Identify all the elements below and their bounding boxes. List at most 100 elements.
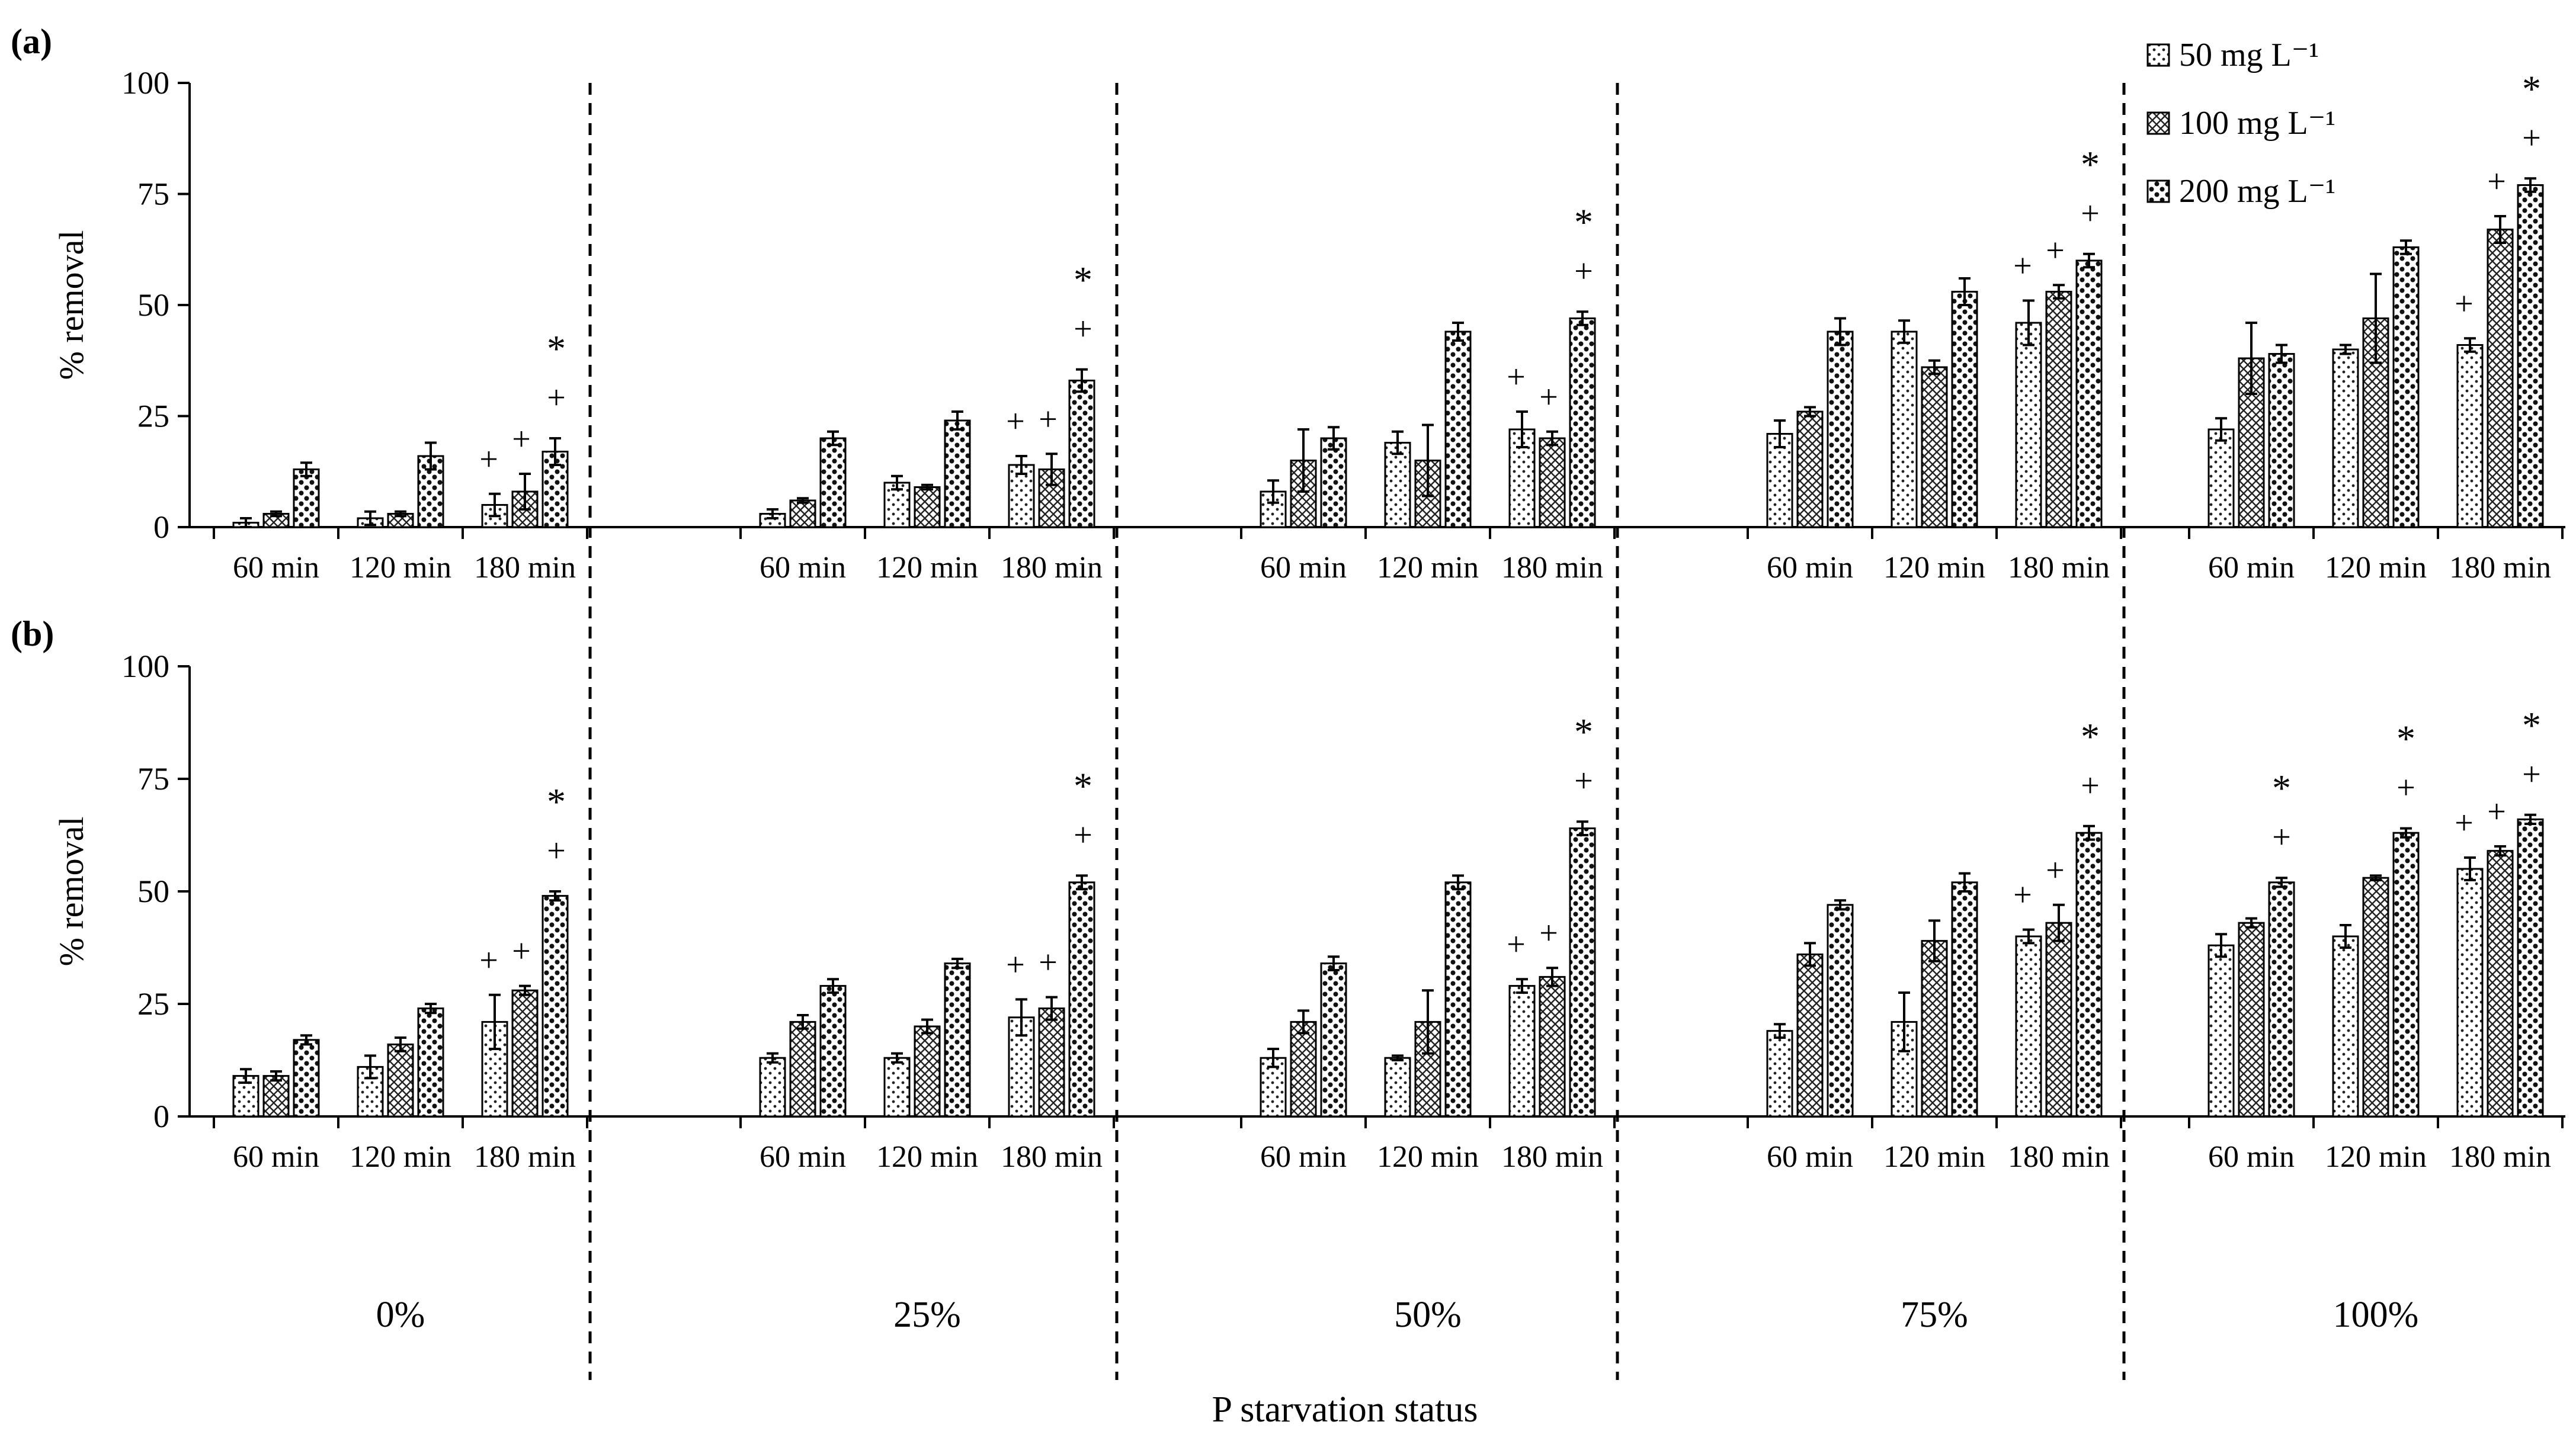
legend-swatch-1 — [2146, 43, 2170, 67]
bar-75pct-180min-s1 — [2015, 935, 2042, 1118]
bar-50pct-120min-s1 — [1384, 442, 1411, 528]
time-tick-label: 120 min — [1883, 551, 1985, 585]
significance-star: * — [2081, 143, 2100, 185]
y-axis-label: % removal — [52, 230, 91, 380]
significance-plus: + — [2081, 768, 2100, 804]
y-axis-label: % removal — [52, 817, 91, 967]
bar-100pct-60min-s1 — [2207, 428, 2235, 528]
bar-100pct-120min-s1 — [2332, 348, 2359, 528]
significance-plus: + — [1507, 926, 1526, 963]
significance-plus: + — [2396, 770, 2415, 807]
bar-75pct-180min-s3 — [2075, 259, 2103, 528]
significance-plus: + — [2081, 195, 2100, 232]
legend-swatch-2 — [2146, 111, 2170, 135]
bar-0pct-180min-s2 — [511, 989, 539, 1118]
panel-label: (a) — [11, 22, 52, 61]
bar-25pct-120min-s3 — [944, 419, 971, 528]
bar-25pct-60min-s1 — [759, 1057, 786, 1118]
y-tick-label: 50 — [137, 287, 169, 323]
significance-plus: + — [512, 933, 531, 970]
bar-100pct-180min-s2 — [2487, 229, 2514, 528]
bar-75pct-120min-s3 — [1951, 881, 1978, 1118]
bar-100pct-60min-s1 — [2207, 944, 2235, 1118]
bar-50pct-60min-s3 — [1320, 437, 1347, 528]
significance-plus: + — [1074, 817, 1092, 853]
time-tick-label: 180 min — [2008, 551, 2110, 585]
bar-50pct-60min-s2 — [1290, 1020, 1317, 1118]
bar-25pct-120min-s2 — [914, 486, 941, 528]
time-tick-label: 60 min — [1260, 1140, 1347, 1174]
time-tick-label: 180 min — [474, 1140, 576, 1174]
time-tick-label: 120 min — [1377, 551, 1479, 585]
bar-0pct-120min-s3 — [417, 1007, 444, 1118]
panel-label: (b) — [11, 614, 54, 653]
significance-plus: + — [2455, 285, 2474, 322]
significance-plus: + — [2272, 819, 2291, 856]
y-tick-label: 25 — [137, 399, 169, 434]
bar-25pct-120min-s1 — [883, 1057, 911, 1118]
bar-50pct-180min-s3 — [1569, 827, 1596, 1118]
significance-star: * — [1574, 711, 1593, 753]
bar-75pct-180min-s3 — [2075, 832, 2103, 1118]
significance-plus: + — [1539, 379, 1558, 416]
time-tick-label: 120 min — [2325, 1140, 2427, 1174]
bar-75pct-60min-s2 — [1796, 953, 1824, 1118]
bar-75pct-120min-s2 — [1921, 940, 1948, 1118]
bar-25pct-60min-s3 — [819, 985, 847, 1118]
bar-25pct-180min-s3 — [1068, 380, 1095, 528]
bar-25pct-180min-s3 — [1068, 881, 1095, 1118]
legend-label: 50 mg L⁻¹ — [2179, 37, 2319, 73]
time-tick-label: 60 min — [233, 1140, 319, 1174]
time-tick-label: 60 min — [2208, 1140, 2295, 1174]
x-axis-label: P starvation status — [1212, 1389, 1478, 1430]
significance-plus: + — [2013, 877, 2032, 914]
significance-plus: + — [1539, 915, 1558, 952]
significance-star: * — [547, 328, 566, 370]
group-label: 100% — [2333, 1295, 2419, 1335]
significance-plus: + — [2522, 756, 2541, 793]
y-tick-label: 25 — [137, 986, 169, 1022]
bar-50pct-120min-s3 — [1444, 881, 1472, 1118]
bar-100pct-180min-s3 — [2517, 818, 2544, 1118]
y-tick-label: 50 — [137, 874, 169, 909]
y-tick-label: 0 — [153, 1099, 169, 1134]
bar-100pct-180min-s3 — [2517, 184, 2544, 528]
bar-25pct-60min-s2 — [789, 499, 816, 528]
y-tick-label: 100 — [121, 649, 169, 684]
bar-25pct-60min-s2 — [789, 1020, 816, 1118]
group-label: 0% — [376, 1295, 425, 1335]
time-tick-label: 180 min — [1001, 1140, 1103, 1174]
bar-75pct-120min-s3 — [1951, 291, 1978, 528]
bar-75pct-60min-s3 — [1827, 904, 1854, 1118]
bar-100pct-60min-s2 — [2238, 922, 2265, 1118]
significance-plus: + — [1574, 763, 1593, 800]
bar-0pct-60min-s3 — [293, 1039, 320, 1118]
bar-50pct-60min-s3 — [1320, 962, 1347, 1118]
time-tick-label: 180 min — [1501, 551, 1603, 585]
bar-50pct-180min-s3 — [1569, 317, 1596, 528]
y-tick-label: 75 — [137, 761, 169, 797]
time-tick-label: 120 min — [876, 1140, 978, 1174]
time-tick-label: 60 min — [2208, 551, 2295, 585]
bar-100pct-60min-s3 — [2268, 353, 2295, 528]
bar-50pct-120min-s3 — [1444, 330, 1472, 528]
y-tick-label: 0 — [153, 509, 169, 545]
bar-50pct-180min-s1 — [1508, 985, 1536, 1118]
significance-plus: + — [479, 441, 498, 478]
bar-0pct-120min-s2 — [387, 1043, 414, 1118]
significance-plus: + — [2522, 120, 2541, 156]
time-tick-label: 60 min — [1767, 1140, 1853, 1174]
bar-50pct-60min-s1 — [1260, 490, 1287, 528]
time-tick-label: 60 min — [1260, 551, 1347, 585]
significance-plus: + — [1574, 253, 1593, 290]
bar-50pct-180min-s2 — [1539, 437, 1566, 528]
bar-75pct-180min-s1 — [2015, 322, 2042, 528]
significance-plus: + — [2487, 794, 2506, 830]
significance-plus: + — [1039, 945, 1058, 981]
time-tick-label: 180 min — [2008, 1140, 2110, 1174]
significance-plus: + — [1074, 311, 1092, 348]
bar-75pct-120min-s1 — [1891, 330, 1918, 528]
bar-75pct-60min-s2 — [1796, 410, 1824, 528]
